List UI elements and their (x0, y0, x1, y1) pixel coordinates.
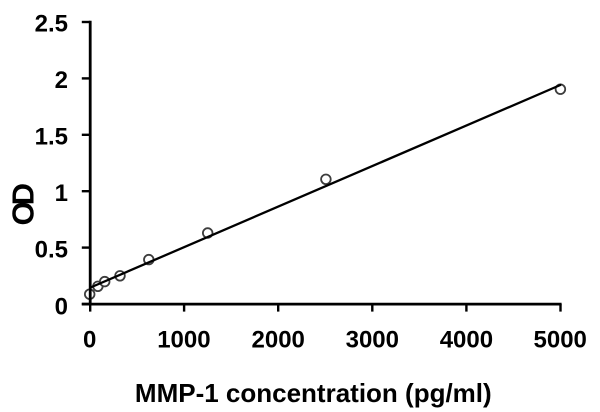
svg-text:OD: OD (5, 183, 40, 225)
svg-text:2: 2 (55, 67, 68, 94)
svg-text:1000: 1000 (157, 326, 210, 353)
svg-text:3000: 3000 (346, 326, 399, 353)
svg-text:1.5: 1.5 (35, 124, 68, 151)
svg-text:4000: 4000 (440, 326, 493, 353)
svg-text:5000: 5000 (534, 326, 587, 353)
svg-text:0.5: 0.5 (35, 237, 68, 264)
svg-text:2.5: 2.5 (35, 11, 68, 38)
svg-text:2000: 2000 (252, 326, 305, 353)
svg-text:MMP-1 concentration (pg/ml): MMP-1 concentration (pg/ml) (135, 378, 492, 408)
svg-text:0: 0 (83, 326, 96, 353)
svg-text:1: 1 (55, 180, 68, 207)
svg-text:0: 0 (55, 294, 68, 321)
